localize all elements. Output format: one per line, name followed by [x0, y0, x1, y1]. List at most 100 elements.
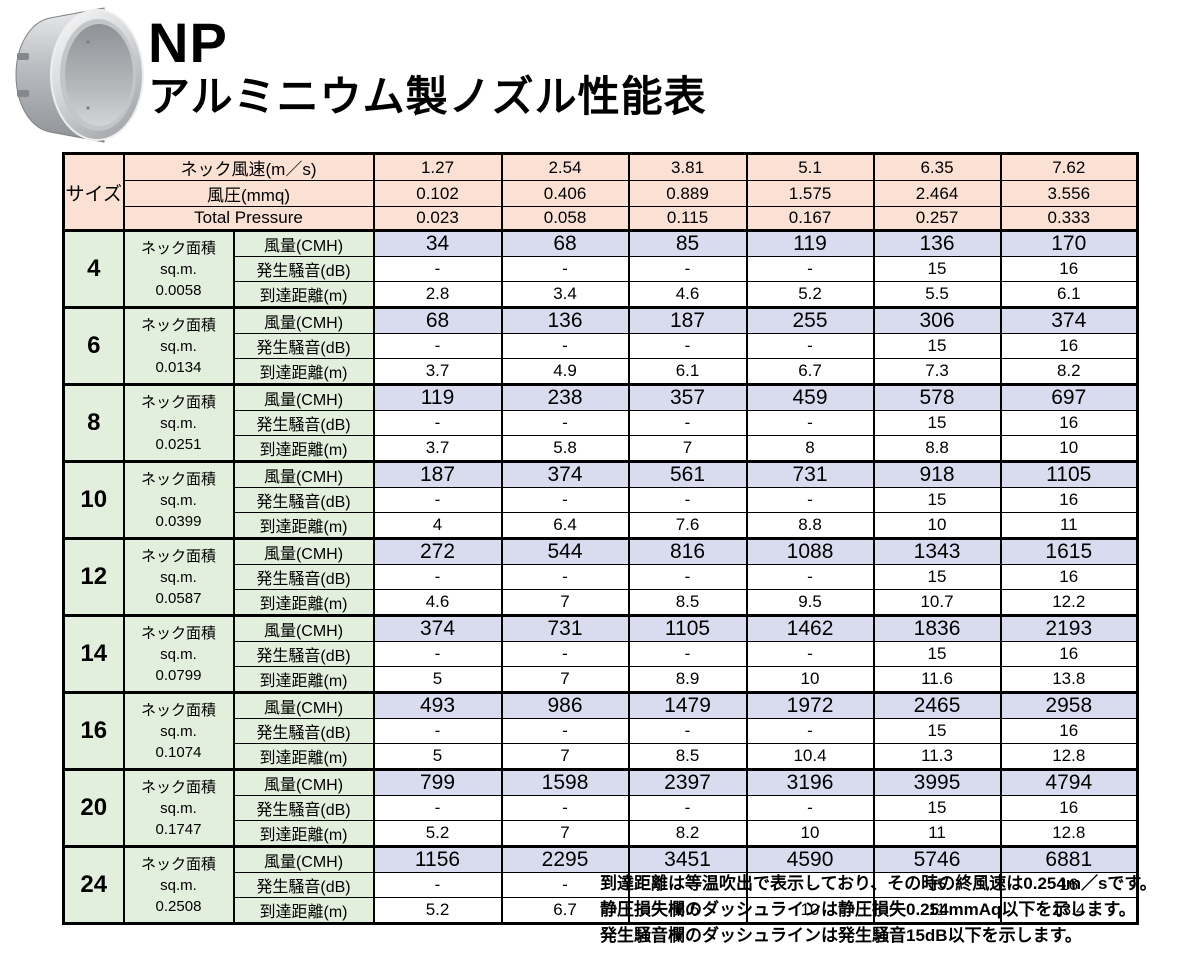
- size-block-row-airflow: 4 ネック面積 sq.m. 0.0058 風量(CMH) 34 68 85 119 136 170: [62, 229, 1139, 308]
- noise-value-cell: -: [372, 564, 503, 590]
- noise-value-cell: -: [372, 718, 503, 744]
- reach-value-cell: 8.6: [627, 897, 748, 924]
- size-cell: 6: [62, 306, 125, 385]
- header-row: サイズ ネック風速(m／s) 1.27 2.54 3.81 5.1 6.35 7.62: [62, 153, 1139, 231]
- neck-area-cell: ネック面積 sq.m. 0.0799: [122, 614, 235, 693]
- header-value-cell: 2.464: [872, 180, 1002, 207]
- noise-value-cell: -: [372, 872, 503, 898]
- header-value-cell: 3.81: [627, 153, 748, 181]
- size-block-row-airflow: 6 ネック面積 sq.m. 0.0134 風量(CMH) 68 136 187 255 306 37…: [62, 306, 1139, 385]
- noise-value-cell: -: [627, 795, 748, 821]
- noise-value-cell: 16: [999, 564, 1139, 590]
- noise-value-cell: -: [500, 256, 630, 282]
- size-block-row-noise: 発生騒音(dB) - - - -15 16: [64, 487, 1139, 513]
- reach-value-cell: 8.2: [999, 358, 1139, 385]
- size-block-row-reach: 到達距離(m) 2.8 3.4 4.6 5.2 5.5 6.1: [64, 281, 1139, 308]
- header-row: Total Pressure 0.023 0.058 0.115 0.167 0.257 0…: [64, 206, 1139, 231]
- airflow-value-cell: 561: [627, 460, 748, 488]
- reach-value-cell: 11: [999, 512, 1139, 539]
- reach-value-cell: 7: [500, 743, 630, 770]
- row-label-reach: 到達距離(m): [232, 820, 375, 847]
- noise-value-cell: -: [372, 410, 503, 436]
- noise-value-cell: -: [745, 333, 875, 359]
- airflow-value-cell: 1156: [372, 845, 503, 873]
- reach-value-cell: 4: [372, 512, 503, 539]
- neck-area-cell: ネック面積 sq.m. 0.0134: [122, 306, 235, 385]
- airflow-value-cell: 2193: [999, 614, 1139, 642]
- row-label-airflow: 風量(CMH): [232, 460, 375, 488]
- noise-value-cell: -: [627, 333, 748, 359]
- noise-value-cell: -: [500, 795, 630, 821]
- airflow-value-cell: 68: [372, 306, 503, 334]
- noise-value-cell: 16: [999, 410, 1139, 436]
- neck-area-unit: sq.m.: [160, 799, 197, 817]
- airflow-value-cell: 3451: [627, 845, 748, 873]
- reach-value-cell: 3.7: [372, 435, 503, 462]
- airflow-value-cell: 1615: [999, 537, 1139, 565]
- reach-value-cell: 6.4: [500, 512, 630, 539]
- neck-area-value: 0.1074: [155, 743, 202, 761]
- noise-value-cell: 15: [872, 333, 1002, 359]
- airflow-value-cell: 493: [372, 691, 503, 719]
- noise-value-cell: -: [745, 487, 875, 513]
- table-header: サイズ ネック風速(m／s) 1.27 2.54 3.81 5.1 6.35 7.62 風圧(m…: [62, 153, 1139, 231]
- row-label-airflow: 風量(CMH): [232, 691, 375, 719]
- size-block-row-noise: 発生騒音(dB) - - - -15 16: [64, 872, 1139, 898]
- reach-value-cell: 4.9: [500, 358, 630, 385]
- airflow-value-cell: 2465: [872, 691, 1002, 719]
- neck-area-unit: sq.m.: [160, 722, 197, 740]
- row-label-reach: 到達距離(m): [232, 589, 375, 616]
- size-block-row-airflow: 24 ネック面積 sq.m. 0.2508 風量(CMH) 1156 2295 3451 459…: [62, 845, 1139, 924]
- size-block-row-airflow: 14 ネック面積 sq.m. 0.0799 風量(CMH) 374 731 1105 1462 1…: [62, 614, 1139, 693]
- airflow-value-cell: 4590: [745, 845, 875, 873]
- airflow-value-cell: 1836: [872, 614, 1002, 642]
- header-value-cell: 0.333: [999, 206, 1139, 231]
- aluminum-nozzle-product-image: [15, 7, 144, 143]
- airflow-value-cell: 306: [872, 306, 1002, 334]
- noise-value-cell: -: [372, 795, 503, 821]
- reach-value-cell: 7: [500, 820, 630, 847]
- size-block-row-reach: 到達距離(m) 3.7 4.9 6.1 6.7 7.3 8.2: [64, 358, 1139, 385]
- noise-value-cell: -: [500, 718, 630, 744]
- neck-area-value: 0.0799: [155, 666, 202, 684]
- reach-value-cell: 7: [627, 435, 748, 462]
- noise-value-cell: -: [372, 641, 503, 667]
- header-value-cell: 7.62: [999, 153, 1139, 181]
- size-block-row-noise: 発生騒音(dB) - - - -15 16: [64, 718, 1139, 744]
- airflow-value-cell: 4794: [999, 768, 1139, 796]
- size-cell: 4: [62, 229, 125, 308]
- noise-value-cell: -: [500, 487, 630, 513]
- neck-area-value: 0.2508: [155, 897, 202, 915]
- size-column-header: サイズ: [62, 153, 125, 231]
- airflow-value-cell: 170: [999, 229, 1139, 257]
- size-block-row-noise: 発生騒音(dB) - - - -15 16: [64, 564, 1139, 590]
- reach-value-cell: 8.8: [872, 435, 1002, 462]
- size-block-row-airflow: 20 ネック面積 sq.m. 0.1747 風量(CMH) 799 1598 2397 3196…: [62, 768, 1139, 847]
- noise-value-cell: -: [627, 872, 748, 898]
- header-value-cell: 0.167: [745, 206, 875, 231]
- size-cell: 14: [62, 614, 125, 693]
- noise-value-cell: 15: [872, 718, 1002, 744]
- airflow-value-cell: 731: [745, 460, 875, 488]
- reach-value-cell: 10: [745, 666, 875, 693]
- airflow-value-cell: 1479: [627, 691, 748, 719]
- noise-value-cell: -: [627, 641, 748, 667]
- neck-area-unit: sq.m.: [160, 568, 197, 586]
- size-cell: 16: [62, 691, 125, 770]
- airflow-value-cell: 2397: [627, 768, 748, 796]
- row-label-airflow: 風量(CMH): [232, 845, 375, 873]
- airflow-value-cell: 119: [372, 383, 503, 411]
- reach-value-cell: 5.2: [372, 897, 503, 924]
- noise-value-cell: 15: [872, 564, 1002, 590]
- row-label-airflow: 風量(CMH): [232, 768, 375, 796]
- row-label-noise: 発生騒音(dB): [232, 718, 375, 744]
- airflow-value-cell: 85: [627, 229, 748, 257]
- row-label-reach: 到達距離(m): [232, 281, 375, 308]
- noise-value-cell: -: [500, 641, 630, 667]
- airflow-value-cell: 6881: [999, 845, 1139, 873]
- reach-value-cell: 6.1: [999, 281, 1139, 308]
- product-code: NP: [148, 11, 228, 74]
- screw-tab: [17, 53, 29, 60]
- noise-value-cell: 16: [999, 872, 1139, 898]
- masthead: NP アルミニウム製ノズル性能表: [0, 0, 1200, 150]
